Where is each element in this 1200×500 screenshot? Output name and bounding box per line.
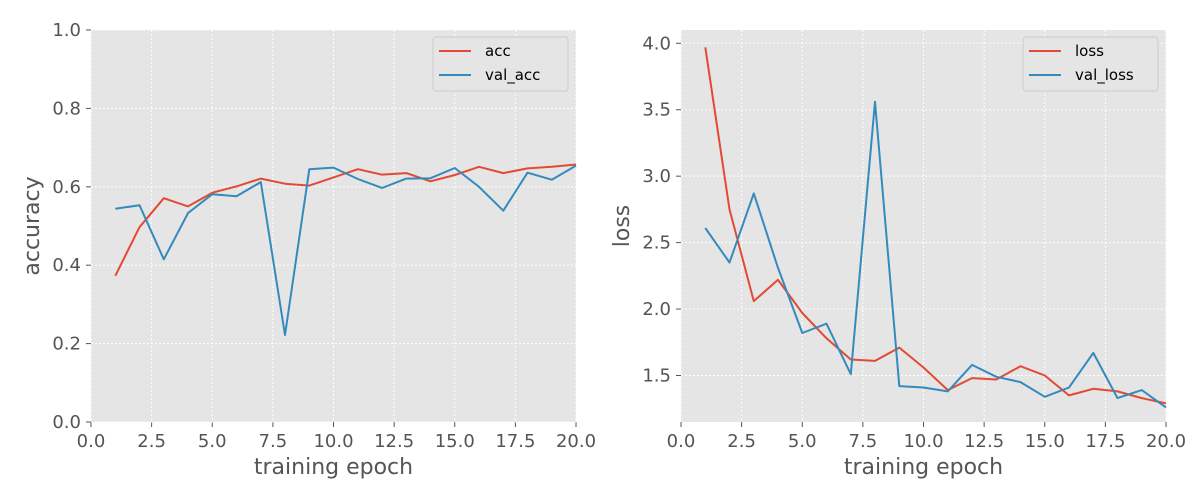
x-axis-label: training epoch — [254, 455, 413, 480]
y-tick-label: 4.0 — [642, 33, 671, 54]
legend-label: loss — [1075, 42, 1104, 60]
x-tick-label: 0.0 — [77, 431, 106, 452]
y-tick-label: 0.2 — [52, 334, 81, 355]
x-tick-label: 20.0 — [556, 431, 596, 452]
y-tick-label: 2.5 — [642, 233, 671, 254]
x-tick-label: 17.5 — [495, 431, 535, 452]
x-tick-label: 10.0 — [903, 431, 943, 452]
y-tick-label: 3.0 — [642, 166, 671, 187]
y-tick-label: 0.0 — [52, 412, 81, 433]
x-tick-label: 7.5 — [259, 431, 288, 452]
x-tick-label: 15.0 — [435, 431, 475, 452]
x-tick-label: 2.5 — [727, 431, 756, 452]
y-axis-label: accuracy — [20, 176, 45, 275]
series-line-loss — [704, 47, 1167, 405]
series-line-val-loss — [704, 100, 1167, 409]
x-tick-label: 7.5 — [849, 431, 878, 452]
x-axis-label: training epoch — [844, 455, 1003, 480]
y-tick-label: 0.6 — [52, 177, 81, 198]
y-axis-label: loss — [610, 205, 635, 248]
series-line-val-acc — [115, 164, 577, 336]
y-tick-label: 0.8 — [52, 98, 81, 119]
x-tick-label: 17.5 — [1085, 431, 1125, 452]
y-tick-label: 3.5 — [642, 100, 671, 121]
y-tick-label: 0.4 — [52, 255, 81, 276]
legend: loss val_loss — [1022, 36, 1159, 92]
x-tick-label: 12.5 — [964, 431, 1004, 452]
x-tick-label: 5.0 — [198, 431, 227, 452]
x-tick-label: 20.0 — [1146, 431, 1186, 452]
x-tick-label: 10.0 — [313, 431, 353, 452]
legend-label: val_loss — [1075, 66, 1134, 85]
loss-chart-panel: 0.0 2.5 5.0 7.5 10.0 12.5 15.0 17.5 20.0 1.5 2.0 2.… — [610, 30, 1186, 480]
y-tick-label: 1.5 — [642, 365, 671, 386]
y-tick-label: 2.0 — [642, 299, 671, 320]
y-tick-label: 1.0 — [52, 20, 81, 41]
x-tick-label: 0.0 — [667, 431, 696, 452]
x-tick-label: 2.5 — [137, 431, 166, 452]
x-tick-label: 5.0 — [788, 431, 817, 452]
legend: acc val_acc — [432, 36, 569, 92]
legend-label: acc — [485, 42, 511, 60]
accuracy-chart-panel: 0.0 2.5 5.0 7.5 10.0 12.5 15.0 17.5 20.0 0.0 0.2 0.… — [20, 20, 596, 480]
legend-label: val_acc — [485, 66, 540, 85]
x-tick-label: 15.0 — [1025, 431, 1065, 452]
x-tick-label: 12.5 — [374, 431, 414, 452]
